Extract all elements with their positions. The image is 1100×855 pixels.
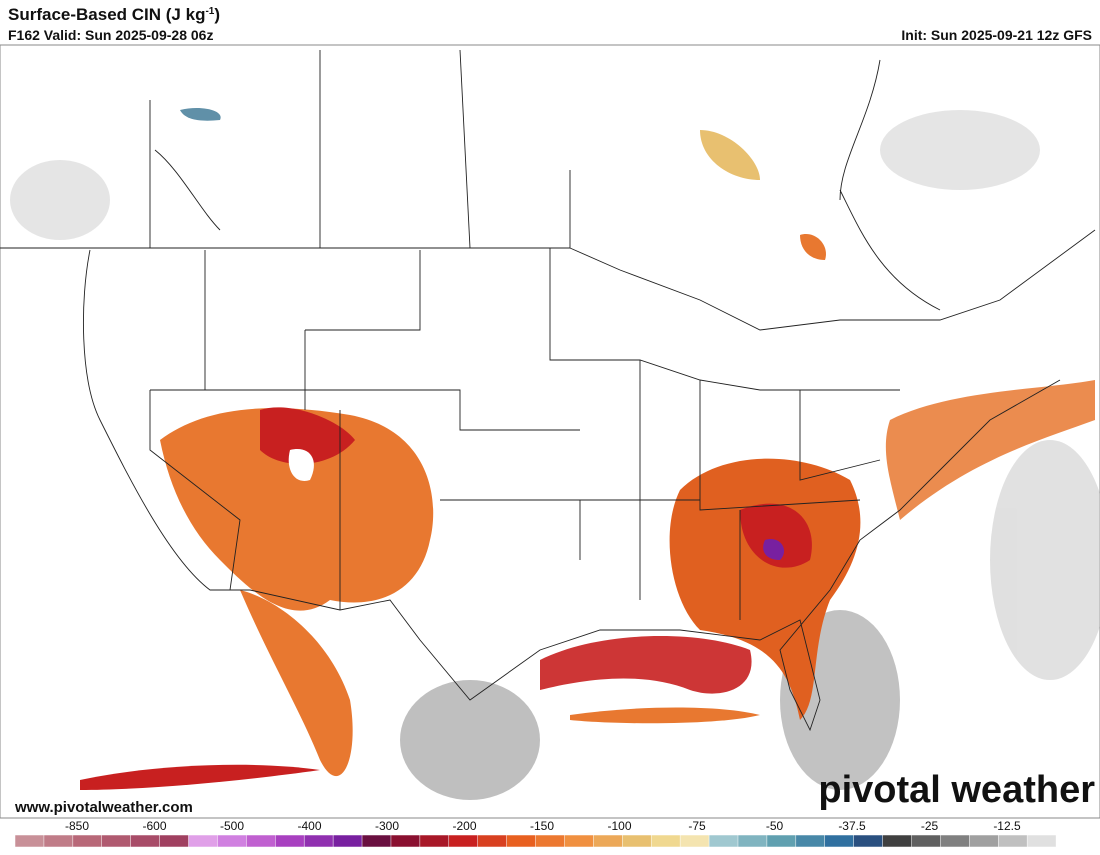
colorbar-swatch <box>969 834 999 848</box>
colorbar-swatch <box>101 834 132 848</box>
title-superscript: -1 <box>205 6 214 17</box>
colorbar-label: -300 <box>375 819 399 833</box>
colorbar-label: -150 <box>530 819 554 833</box>
colorbar-swatch <box>275 834 305 848</box>
colorbar-label: -100 <box>607 819 631 833</box>
colorbar-swatch <box>506 834 537 848</box>
colorbar-label: -200 <box>452 819 476 833</box>
colorbar-swatch <box>650 834 681 848</box>
colorbar: -850 -600 -500 -400 -300 -200 -150 -100 -75 -50 -3… <box>14 819 1086 848</box>
colorbar-swatch <box>766 834 797 848</box>
colorbar-label: -25 <box>921 819 939 833</box>
colorbar-swatch <box>14 834 45 848</box>
colorbar-label: -50 <box>766 819 784 833</box>
colorbar-swatch <box>737 834 768 848</box>
valid-time: F162 Valid: Sun 2025-09-28 06z <box>8 27 213 43</box>
site-url[interactable]: www.pivotalweather.com <box>14 799 193 816</box>
colorbar-swatch <box>622 834 652 848</box>
colorbar-swatch <box>217 834 247 848</box>
colorbar-swatch <box>853 834 884 848</box>
colorbar-swatch <box>246 834 276 848</box>
colorbar-swatch <box>911 834 941 848</box>
colorbar-swatch <box>448 834 479 848</box>
title: Surface-Based CIN (J kg-1) <box>8 5 220 24</box>
logo: pivotal weather <box>818 769 1095 811</box>
colorbar-swatch <box>43 834 74 848</box>
init-time: Init: Sun 2025-09-21 12z GFS <box>901 27 1092 43</box>
colorbar-swatch <box>564 834 594 848</box>
colorbar-swatch <box>303 834 334 848</box>
colorbar-swatch <box>679 834 710 848</box>
colorbar-swatch <box>593 834 623 848</box>
colorbar-swatch <box>1055 834 1086 848</box>
background-cin <box>10 110 1100 800</box>
colorbar-swatch <box>130 834 161 848</box>
colorbar-swatch <box>419 834 450 848</box>
colorbar-swatch <box>390 834 421 848</box>
colorbar-swatch <box>824 834 855 848</box>
colorbar-label: -600 <box>142 819 166 833</box>
title-text: Surface-Based CIN (J kg <box>8 5 205 24</box>
colorbar-swatch <box>361 834 392 848</box>
map <box>0 44 1100 819</box>
colorbar-swatch <box>332 834 363 848</box>
colorbar-swatch <box>795 834 826 848</box>
colorbar-label: -75 <box>688 819 706 833</box>
colorbar-swatch <box>188 834 218 848</box>
colorbar-swatch <box>1026 834 1057 848</box>
title-close: ) <box>214 5 220 24</box>
colorbar-swatch <box>940 834 970 848</box>
colorbar-label: -12.5 <box>993 819 1021 833</box>
colorbar-label: -850 <box>65 819 89 833</box>
colorbar-label: -500 <box>220 819 244 833</box>
boundaries <box>0 49 1096 732</box>
cin-areas <box>80 108 1095 790</box>
colorbar-swatch <box>72 834 103 848</box>
colorbar-swatch <box>708 834 739 848</box>
colorbar-swatch <box>997 834 1028 848</box>
colorbar-label: -37.5 <box>838 819 866 833</box>
colorbar-swatch <box>159 834 190 848</box>
colorbar-swatch <box>535 834 566 848</box>
colorbar-label: -400 <box>297 819 321 833</box>
colorbar-swatch <box>477 834 508 848</box>
colorbar-swatch <box>882 834 913 848</box>
